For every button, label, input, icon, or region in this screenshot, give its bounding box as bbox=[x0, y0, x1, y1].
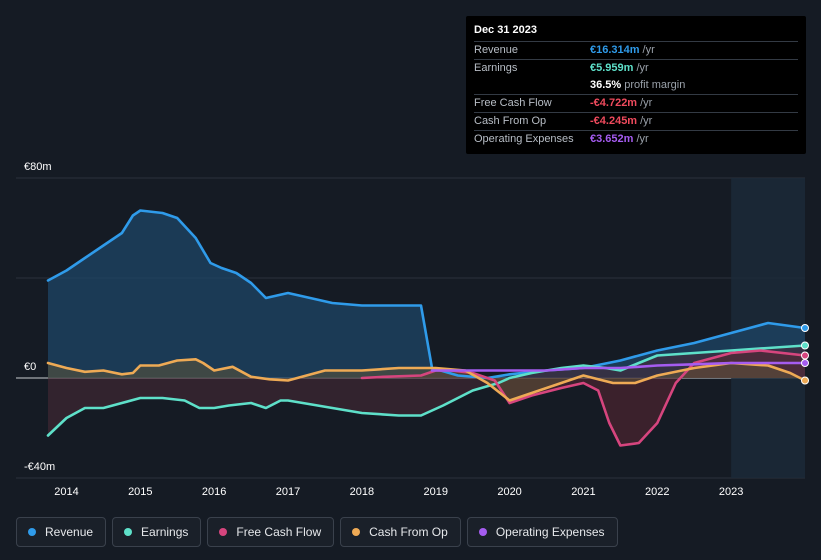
free-cash-flow-end-marker bbox=[801, 351, 809, 360]
legend-item-cash-from-op[interactable]: Cash From Op bbox=[340, 517, 461, 547]
legend-label: Operating Expenses bbox=[495, 525, 605, 539]
tooltip-row-profit-margin: 36.5% profit margin bbox=[474, 77, 798, 94]
x-tick-label: 2019 bbox=[423, 486, 447, 498]
tooltip-row-cash-from-op: Cash From Op -€4.245m /yr bbox=[474, 112, 798, 130]
legend-item-free-cash-flow[interactable]: Free Cash Flow bbox=[207, 517, 335, 547]
data-tooltip: Dec 31 2023 Revenue €16.314m /yr Earning… bbox=[466, 16, 806, 154]
tooltip-row-earnings: Earnings €5.959m /yr bbox=[474, 59, 798, 77]
revenue-end-marker bbox=[801, 324, 809, 332]
earnings-end-marker bbox=[801, 341, 809, 350]
x-axis-tick-labels: 2014 2015 2016 2017 2018 2019 2020 2021 2022 2023 bbox=[54, 486, 743, 498]
legend-dot-icon bbox=[352, 528, 361, 536]
y-tick-label: -€40m bbox=[24, 461, 55, 473]
x-tick-label: 2015 bbox=[128, 486, 152, 498]
y-axis-tick-labels: €80m €0 -€40m bbox=[24, 161, 55, 473]
x-tick-label: 2022 bbox=[645, 486, 669, 498]
tooltip-value: €5.959m bbox=[590, 62, 634, 74]
legend-item-revenue[interactable]: Revenue bbox=[16, 517, 107, 547]
tooltip-unit: /yr bbox=[640, 97, 653, 109]
y-tick-label: €0 bbox=[24, 361, 36, 373]
tooltip-unit: /yr bbox=[642, 44, 655, 56]
tooltip-unit: profit margin bbox=[624, 79, 686, 91]
financials-chart: €80m €0 -€40m 2014 2015 2016 2017 2018 2019 2020… bbox=[16, 161, 809, 498]
area-fills bbox=[48, 210, 805, 446]
legend-label: Revenue bbox=[45, 525, 94, 539]
series-lines bbox=[46, 209, 807, 447]
tooltip-label: Revenue bbox=[474, 44, 519, 56]
tooltip-row-free-cash-flow: Free Cash Flow -€4.722m /yr bbox=[474, 94, 798, 112]
tooltip-label: Cash From Op bbox=[474, 115, 547, 127]
tooltip-value: €3.652m bbox=[590, 133, 634, 145]
chart-legend: Revenue Earnings Free Cash Flow Cash Fro… bbox=[16, 517, 618, 547]
x-tick-label: 2016 bbox=[202, 486, 226, 498]
legend-label: Cash From Op bbox=[369, 525, 448, 539]
tooltip-label: Earnings bbox=[474, 62, 518, 74]
tooltip-unit: /yr bbox=[636, 133, 649, 145]
legend-dot-icon bbox=[124, 528, 133, 536]
tooltip-value: 36.5% bbox=[590, 79, 622, 91]
cash-from-op-line bbox=[46, 358, 807, 402]
tooltip-value: -€4.722m bbox=[590, 97, 638, 109]
operating-expenses-line bbox=[430, 361, 807, 372]
operating-expenses-end-marker bbox=[801, 359, 809, 367]
tooltip-label: Free Cash Flow bbox=[474, 97, 552, 109]
legend-label: Free Cash Flow bbox=[236, 525, 322, 539]
x-tick-label: 2017 bbox=[276, 486, 300, 498]
x-tick-label: 2018 bbox=[350, 486, 374, 498]
legend-dot-icon bbox=[219, 528, 228, 536]
x-tick-label: 2023 bbox=[719, 486, 743, 498]
cash-from-op-end-marker bbox=[801, 376, 809, 385]
tooltip-label: Operating Expenses bbox=[474, 133, 574, 145]
revenue-line bbox=[46, 209, 807, 380]
tooltip-row-operating-expenses: Operating Expenses €3.652m /yr bbox=[474, 130, 798, 148]
tooltip-value: -€4.245m bbox=[590, 115, 638, 127]
y-tick-label: €80m bbox=[24, 161, 52, 173]
tooltip-unit: /yr bbox=[640, 115, 653, 127]
revenue-area bbox=[48, 210, 805, 378]
legend-dot-icon bbox=[28, 528, 36, 536]
tooltip-unit: /yr bbox=[636, 62, 649, 74]
tooltip-row-revenue: Revenue €16.314m /yr bbox=[474, 41, 798, 59]
tooltip-value: €16.314m bbox=[590, 44, 640, 56]
legend-item-operating-expenses[interactable]: Operating Expenses bbox=[466, 517, 618, 547]
legend-dot-icon bbox=[478, 528, 487, 536]
x-tick-label: 2020 bbox=[497, 486, 521, 498]
legend-label: Earnings bbox=[141, 525, 189, 539]
earnings-area bbox=[48, 345, 805, 436]
x-tick-label: 2021 bbox=[571, 486, 595, 498]
x-tick-label: 2014 bbox=[54, 486, 78, 498]
legend-item-earnings[interactable]: Earnings bbox=[112, 517, 202, 547]
tooltip-date: Dec 31 2023 bbox=[474, 24, 537, 36]
tooltip-label bbox=[474, 77, 590, 94]
series-end-markers bbox=[801, 324, 809, 385]
